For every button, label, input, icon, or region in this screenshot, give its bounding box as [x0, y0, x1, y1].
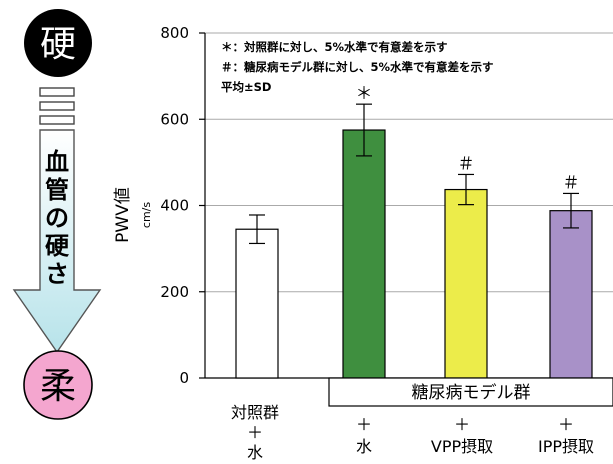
note-line: ＃：糖尿病モデル群に対し、5%水準で有意差を示す [221, 60, 494, 74]
y-tick-label: 200 [160, 283, 189, 301]
x-tick-label: ＋ [558, 415, 574, 434]
bar [342, 129, 386, 379]
significance-mark: ＃ [458, 154, 475, 174]
bar-chart: 0 200 400 600 800 PWV値 cm/s ＊：対照群に対し、5%水準で有意… [113, 24, 613, 462]
bar [549, 210, 593, 379]
bars [235, 129, 593, 379]
y-tick-label: 800 [160, 24, 189, 42]
x-tick-label: VPP摂取 [431, 437, 493, 456]
arrow-dash [39, 87, 75, 97]
y-tick-label: 0 [179, 369, 189, 387]
significance-mark: ＊ [356, 84, 373, 104]
arrow-dash [39, 115, 75, 125]
arrow-label-char: 血 [45, 148, 69, 176]
x-tick-label: IPP摂取 [538, 437, 594, 456]
y-axis-unit: cm/s [140, 202, 153, 228]
arrow-label-char: の [45, 204, 69, 232]
note-line: 平均±SD [221, 80, 271, 94]
arrow-label-char: 硬 [45, 232, 70, 260]
y-axis-ticks: 0 200 400 600 800 [160, 24, 205, 387]
soft-circle [23, 350, 93, 420]
hardness-indicator: 硬 血 管 の 硬 さ 柔 [12, 9, 102, 420]
group-box [328, 377, 613, 407]
group-label: 糖尿病モデル群 [412, 382, 531, 403]
significance-marks: ＊ ＃ ＃ [356, 84, 580, 193]
x-tick-label: ＋ [356, 415, 372, 434]
y-tick-label: 600 [160, 110, 189, 128]
chart-notes: ＊：対照群に対し、5%水準で有意差を示す ＃：糖尿病モデル群に対し、5%水準で有… [221, 40, 494, 94]
y-tick-label: 400 [160, 197, 189, 215]
x-tick-label: ＋ [454, 415, 470, 434]
y-axis-label: PWV値 [113, 187, 133, 243]
x-axis-labels: 対照群＋水＋水＋VPP摂取＋IPP摂取 [231, 403, 594, 462]
hard-circle [24, 9, 92, 77]
soft-label: 柔 [40, 366, 76, 407]
arrow-label-char: さ [45, 260, 69, 288]
down-arrow [12, 129, 102, 354]
significance-mark: ＃ [563, 173, 580, 193]
bar [444, 188, 488, 379]
x-tick-label: ＋ [247, 423, 263, 442]
note-line: ＊：対照群に対し、5%水準で有意差を示す [221, 40, 448, 54]
x-tick-label: 水 [247, 443, 263, 462]
x-tick-label: 水 [356, 437, 372, 456]
arrow-label-char: 管 [45, 176, 69, 204]
x-tick-label: 対照群 [231, 403, 279, 422]
arrow-dash [39, 101, 75, 111]
error-bars [249, 103, 579, 245]
bar [235, 228, 279, 379]
hard-label: 硬 [40, 24, 76, 65]
